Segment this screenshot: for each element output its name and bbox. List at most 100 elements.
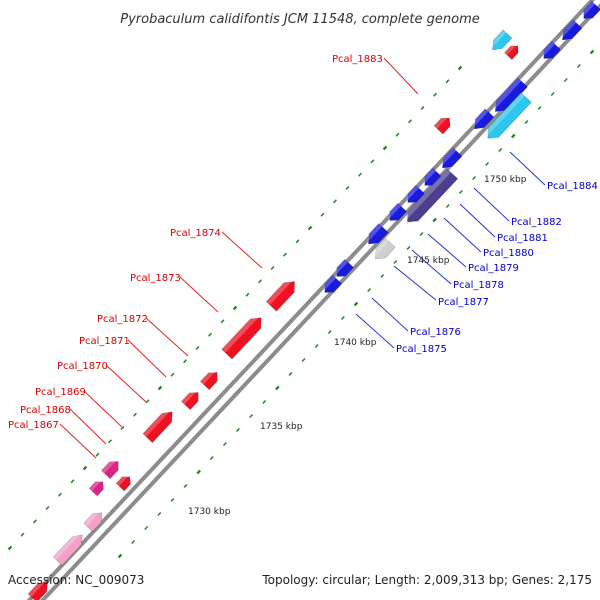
gene-label-pcal_1881: Pcal_1881	[497, 233, 548, 244]
tick-mark	[333, 199, 337, 204]
reverse-gene-feature	[486, 92, 532, 139]
tick-mark	[58, 492, 62, 497]
tick-mark	[183, 359, 187, 364]
reverse-gene-feature	[493, 77, 528, 112]
tick-mark	[382, 145, 388, 151]
tick-mark	[195, 345, 200, 351]
tick-mark	[245, 292, 250, 297]
tick-mark	[406, 245, 411, 251]
reverse-gene-feature	[582, 0, 600, 19]
gene-label-pcal_1867: Pcal_1867	[8, 420, 59, 431]
tick-mark	[45, 505, 50, 511]
tick-mark	[131, 539, 136, 545]
tick-mark	[157, 385, 163, 391]
forward-gene-feature	[83, 511, 103, 532]
tick-mark	[258, 279, 262, 284]
scale-label-1735: 1735 kbp	[260, 422, 303, 432]
tick-mark	[524, 119, 529, 125]
scale-label-1730: 1730 kbp	[188, 507, 231, 517]
gene-label-pcal_1884: Pcal_1884	[547, 181, 598, 192]
label-leader-line	[221, 231, 263, 269]
label-leader-line	[105, 364, 147, 403]
tick-mark	[220, 319, 225, 324]
gene-label-pcal_1878: Pcal_1878	[453, 280, 504, 291]
gene-label-pcal_1876: Pcal_1876	[410, 327, 461, 338]
label-leader-line	[371, 297, 409, 332]
gene-label-pcal_1874: Pcal_1874	[170, 228, 221, 239]
tick-mark	[232, 305, 238, 311]
tick-mark	[420, 105, 425, 111]
gene-label-pcal_1869: Pcal_1869	[35, 387, 86, 398]
label-leader-line	[411, 249, 452, 285]
reverse-gene-feature	[473, 108, 495, 130]
forward-gene-feature	[181, 391, 199, 411]
tick-mark	[358, 172, 362, 177]
tick-mark	[145, 399, 150, 404]
tick-guides	[7, 49, 595, 559]
tick-mark	[345, 185, 350, 191]
gene-label-pcal_1882: Pcal_1882	[511, 217, 562, 228]
tick-mark	[33, 519, 37, 524]
tick-mark	[307, 225, 313, 231]
label-leader-line	[443, 217, 482, 253]
label-leader-line	[83, 390, 123, 428]
forward-gene-feature	[115, 475, 131, 492]
tick-mark	[108, 439, 112, 444]
tick-mark	[320, 212, 325, 217]
gene-label-pcal_1872: Pcal_1872	[97, 314, 148, 325]
tick-mark	[393, 259, 398, 265]
tick-mark	[117, 553, 123, 559]
tick-mark	[82, 465, 88, 471]
tick-mark	[563, 77, 568, 83]
forward-gene-feature	[200, 371, 218, 391]
tick-mark	[445, 79, 450, 84]
label-leader-line	[509, 151, 546, 186]
tick-mark	[70, 479, 75, 484]
gene-label-pcal_1879: Pcal_1879	[468, 263, 519, 274]
tick-mark	[432, 217, 437, 223]
gene-label-pcal_1868: Pcal_1868	[20, 405, 71, 416]
tick-mark	[157, 511, 162, 517]
tick-mark	[395, 132, 400, 137]
label-leader-line	[393, 265, 437, 301]
tick-mark	[209, 455, 214, 461]
forward-gene-feature	[504, 44, 519, 60]
tick-mark	[249, 413, 254, 419]
forward-gene-feature	[88, 480, 104, 497]
forward-gene-feature	[27, 580, 48, 600]
tick-mark	[170, 497, 175, 503]
tick-mark	[301, 357, 306, 363]
tick-mark	[270, 265, 275, 271]
tick-mark	[457, 65, 463, 71]
tick-mark	[367, 287, 372, 293]
reverse-gene-feature	[441, 147, 463, 169]
gene-label-pcal_1880: Pcal_1880	[483, 248, 534, 259]
tick-mark	[589, 49, 595, 55]
reverse-gene-feature	[542, 40, 561, 59]
tick-mark	[7, 545, 13, 551]
tick-mark	[314, 343, 319, 349]
tick-mark	[550, 91, 555, 97]
tick-mark	[408, 119, 412, 124]
accession-text: Accession: NC_009073	[8, 573, 144, 587]
forward-gene-feature	[265, 280, 295, 312]
label-leader-line	[459, 203, 496, 238]
label-leader-line	[69, 408, 107, 445]
reverse-gene-feature	[405, 168, 459, 223]
label-leader-line	[383, 57, 419, 95]
tick-mark	[288, 371, 293, 377]
tick-mark	[133, 412, 137, 417]
tick-mark	[340, 315, 345, 321]
label-leader-line	[179, 276, 219, 313]
tick-mark	[511, 133, 516, 139]
tick-mark	[95, 452, 100, 457]
tick-mark	[222, 441, 227, 447]
forward-gene-feature	[101, 460, 119, 480]
forward-gene-feature	[142, 410, 173, 443]
gene-labels: Pcal_1867 Pcal_1868 Pcal_1869 Pcal_1870 Pcal…	[8, 54, 598, 459]
gene-label-pcal_1883: Pcal_1883	[332, 54, 383, 65]
reverse-gene-feature	[491, 29, 513, 51]
label-leader-line	[427, 233, 467, 268]
